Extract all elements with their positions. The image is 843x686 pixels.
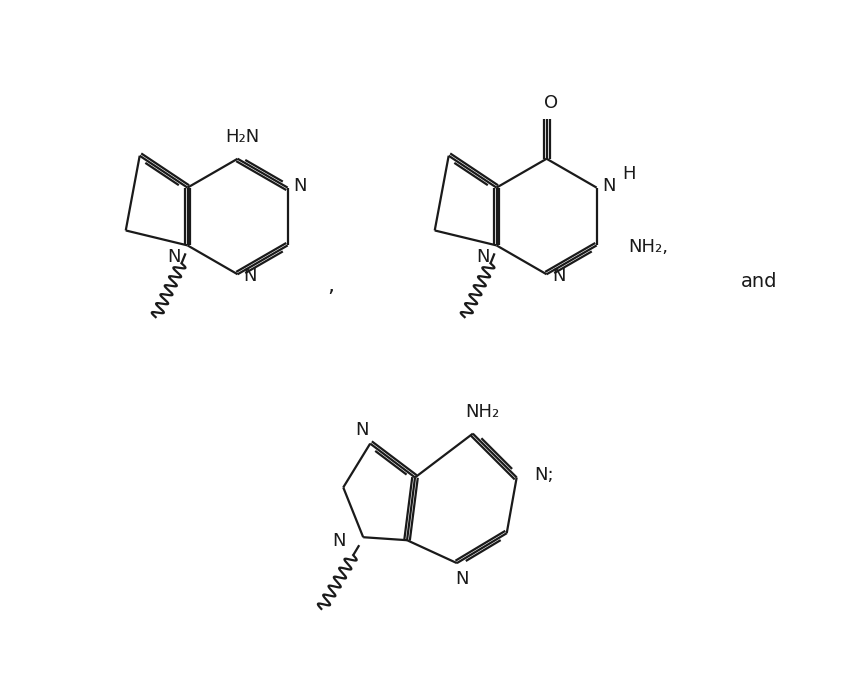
Text: NH₂,: NH₂,: [629, 239, 668, 257]
Text: N: N: [552, 268, 566, 285]
Text: N: N: [602, 176, 615, 195]
Text: N: N: [332, 532, 346, 550]
Text: ,: ,: [327, 276, 334, 296]
Text: H₂N: H₂N: [225, 128, 260, 146]
Text: N: N: [475, 248, 489, 266]
Text: H: H: [622, 165, 636, 182]
Text: N: N: [167, 248, 180, 266]
Text: and: and: [741, 272, 777, 291]
Text: N: N: [243, 268, 256, 285]
Text: O: O: [544, 94, 557, 112]
Text: N;: N;: [534, 466, 554, 484]
Text: N: N: [455, 570, 469, 588]
Text: N: N: [356, 421, 369, 438]
Text: N: N: [293, 176, 306, 195]
Text: NH₂: NH₂: [465, 403, 500, 421]
